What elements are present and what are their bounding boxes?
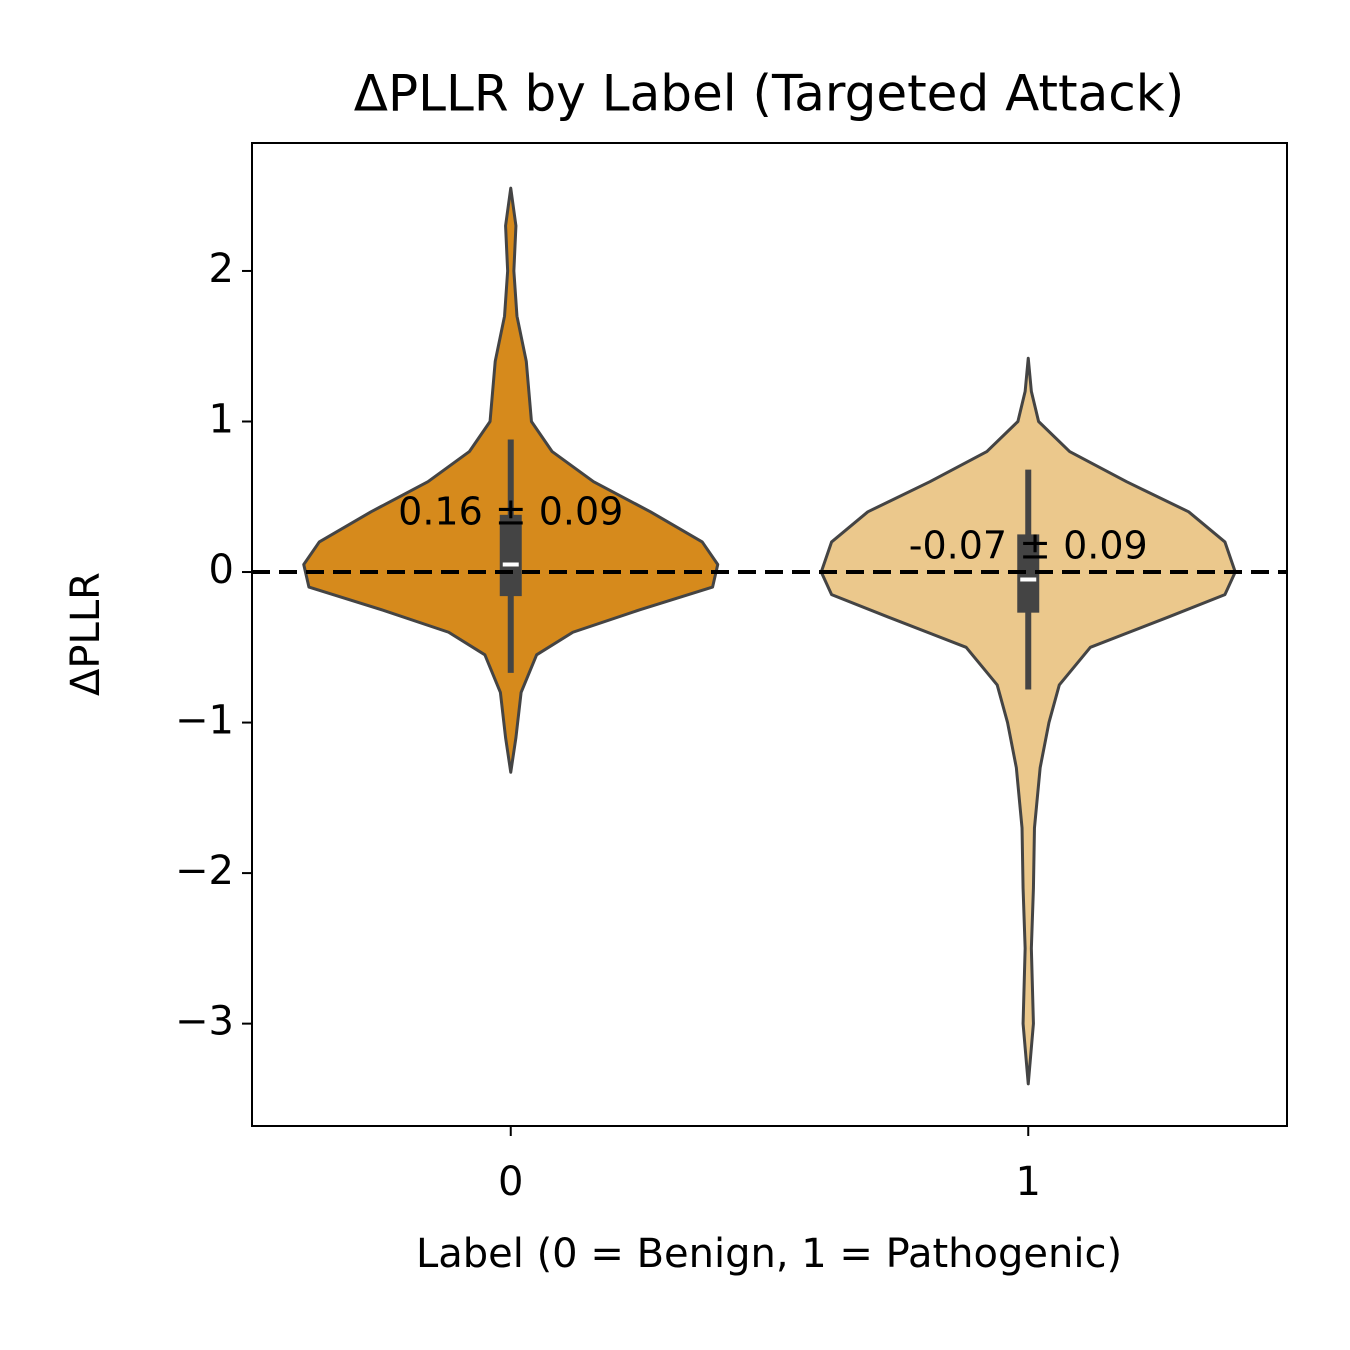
violin-body — [819, 356, 1237, 1086]
x-tick-label: 0 — [498, 1159, 523, 1205]
y-tick-label: 2 — [209, 246, 234, 292]
y-tick-label: 1 — [209, 396, 234, 442]
annotation: -0.07 ± 0.09 — [909, 524, 1148, 568]
iqr-box — [499, 514, 522, 597]
x-axis-label: Label (0 = Benign, 1 = Pathogenic) — [416, 1231, 1122, 1277]
y-tick-label: 0 — [209, 547, 234, 593]
y-axis-label: ΔPLLR — [63, 572, 109, 696]
x-tick-label: 1 — [1016, 1159, 1041, 1205]
y-tick-label: −1 — [175, 698, 234, 744]
chart-title: ΔPLLR by Label (Targeted Attack) — [354, 65, 1184, 123]
plot-frame — [251, 142, 1288, 1127]
y-tick-label: −2 — [175, 848, 234, 894]
annotation: 0.16 ± 0.09 — [398, 490, 623, 534]
y-tick-label: −3 — [175, 999, 234, 1045]
iqr-box — [1017, 534, 1040, 613]
